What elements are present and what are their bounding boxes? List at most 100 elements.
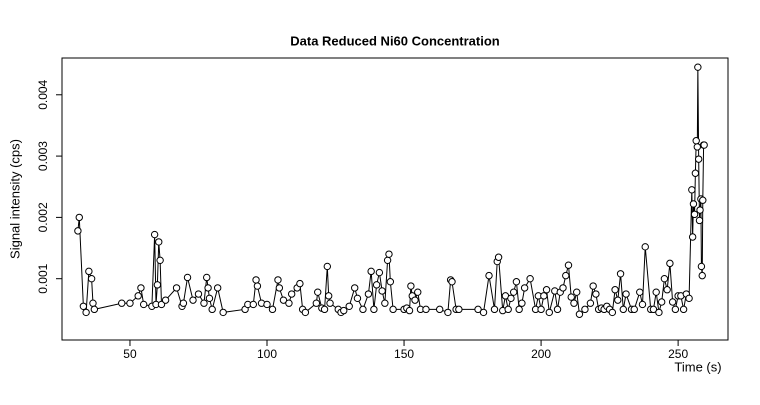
data-point <box>249 300 258 309</box>
data-point <box>474 305 482 314</box>
x-tick-label: 250 <box>668 347 688 361</box>
data-point <box>296 279 304 288</box>
data-point <box>567 293 575 301</box>
data-point <box>172 284 181 292</box>
data-point <box>490 305 499 314</box>
data-point <box>562 271 570 280</box>
data-point <box>312 299 321 307</box>
data-point <box>252 276 260 284</box>
plot-box <box>61 57 729 341</box>
data-point <box>381 299 389 307</box>
x-tick-label: 200 <box>531 347 551 361</box>
data-point <box>405 306 414 315</box>
data-point <box>692 137 700 145</box>
data-point <box>253 282 262 290</box>
data-point <box>126 299 134 307</box>
x-tick-label: 150 <box>394 347 414 361</box>
data-point <box>685 294 693 303</box>
data-point <box>301 308 310 317</box>
data-point <box>455 305 463 314</box>
data-point <box>372 281 381 289</box>
data-point <box>90 305 99 314</box>
data-point <box>512 278 521 286</box>
data-point <box>581 305 589 314</box>
data-point <box>520 284 529 292</box>
x-tick-label: 100 <box>257 347 277 361</box>
data-point <box>279 296 288 304</box>
data-point <box>504 305 512 314</box>
data-point <box>553 305 562 314</box>
data-point <box>589 282 597 290</box>
data-point <box>204 284 212 292</box>
y-axis-label: Signal intensity (cps) <box>7 139 22 259</box>
y-tick-label: 0.003 <box>36 141 50 171</box>
y-tick-label: 0.001 <box>36 263 50 293</box>
data-point <box>575 310 584 318</box>
data-point <box>693 143 702 151</box>
data-point <box>414 288 422 296</box>
data-point <box>636 288 644 296</box>
data-point <box>586 299 595 307</box>
data-point <box>666 259 674 268</box>
data-point <box>183 273 192 282</box>
data-point <box>208 305 216 314</box>
data-point <box>137 284 145 292</box>
data-point <box>200 299 208 307</box>
data-point <box>189 296 197 304</box>
data-point <box>82 308 90 317</box>
data-point <box>324 292 333 300</box>
data-point <box>323 262 332 271</box>
data-point <box>85 267 93 276</box>
data-point <box>383 256 392 265</box>
data-point <box>75 213 83 222</box>
data-point <box>697 262 706 271</box>
data-point <box>614 296 622 304</box>
data-point <box>139 300 148 309</box>
x-tick-label: 50 <box>123 347 137 361</box>
chart-title: Data Reduced Ni60 Concentration <box>290 33 500 48</box>
data-point <box>87 274 96 283</box>
data-point <box>655 308 663 317</box>
data-point <box>698 271 706 280</box>
data-point <box>622 290 630 298</box>
data-point <box>389 305 397 314</box>
data-point <box>179 299 188 307</box>
data-point <box>630 305 638 314</box>
data-point <box>194 290 203 298</box>
data-point <box>688 186 696 194</box>
data-point <box>386 278 395 286</box>
data-point <box>616 270 625 278</box>
data-point <box>411 296 419 304</box>
data-point <box>213 284 222 292</box>
data-point <box>155 238 163 246</box>
data-point <box>688 233 697 241</box>
data-point <box>161 296 170 304</box>
data-point <box>689 200 698 208</box>
data-point <box>537 305 545 314</box>
data-point <box>515 305 523 314</box>
data-point <box>699 196 707 204</box>
data-point <box>274 276 282 284</box>
data-point <box>353 294 362 303</box>
data-point <box>345 302 353 310</box>
data-point <box>359 305 367 314</box>
data-point <box>570 299 578 307</box>
data-point <box>573 288 581 296</box>
y-tick-label: 0.004 <box>36 79 50 109</box>
data-point <box>694 63 702 71</box>
data-point <box>351 284 359 292</box>
data-point <box>367 267 375 276</box>
data-point <box>638 300 647 309</box>
data-point <box>592 290 600 298</box>
data-point <box>526 274 534 283</box>
data-point <box>385 250 393 258</box>
data-point <box>150 230 159 239</box>
data-point <box>657 298 666 306</box>
data-point <box>700 141 708 149</box>
data-point <box>134 292 142 300</box>
data-point <box>564 261 573 269</box>
data-point <box>485 271 493 280</box>
data-point <box>608 308 617 317</box>
data-point <box>74 227 82 235</box>
